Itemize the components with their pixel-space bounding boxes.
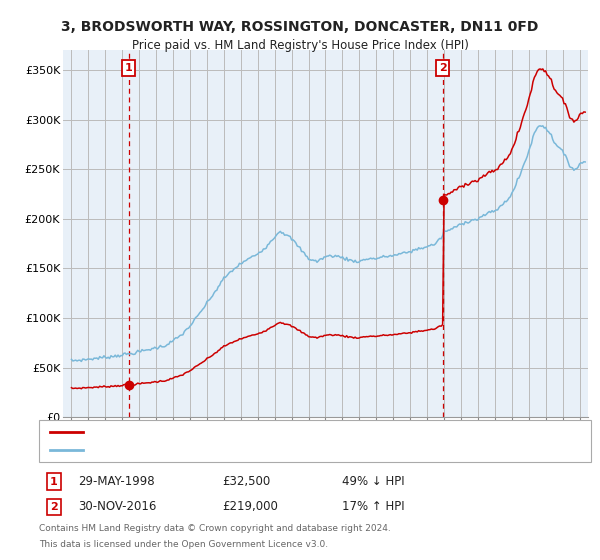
- Text: 1: 1: [125, 63, 133, 73]
- Text: 17% ↑ HPI: 17% ↑ HPI: [342, 500, 404, 514]
- Text: £219,000: £219,000: [222, 500, 278, 514]
- Text: 2: 2: [50, 502, 58, 512]
- Text: Price paid vs. HM Land Registry's House Price Index (HPI): Price paid vs. HM Land Registry's House …: [131, 39, 469, 52]
- Text: Contains HM Land Registry data © Crown copyright and database right 2024.: Contains HM Land Registry data © Crown c…: [39, 524, 391, 533]
- Text: 29-MAY-1998: 29-MAY-1998: [78, 475, 155, 488]
- Text: This data is licensed under the Open Government Licence v3.0.: This data is licensed under the Open Gov…: [39, 540, 328, 549]
- Text: 2: 2: [439, 63, 446, 73]
- Text: 49% ↓ HPI: 49% ↓ HPI: [342, 475, 404, 488]
- Text: £32,500: £32,500: [222, 475, 270, 488]
- Text: 3, BRODSWORTH WAY, ROSSINGTON, DONCASTER, DN11 0FD: 3, BRODSWORTH WAY, ROSSINGTON, DONCASTER…: [61, 20, 539, 34]
- Text: 1: 1: [50, 477, 58, 487]
- Text: 30-NOV-2016: 30-NOV-2016: [78, 500, 157, 514]
- Text: 3, BRODSWORTH WAY, ROSSINGTON, DONCASTER, DN11 0FD (detached house): 3, BRODSWORTH WAY, ROSSINGTON, DONCASTER…: [89, 427, 505, 437]
- Text: HPI: Average price, detached house, Doncaster: HPI: Average price, detached house, Donc…: [89, 445, 335, 455]
